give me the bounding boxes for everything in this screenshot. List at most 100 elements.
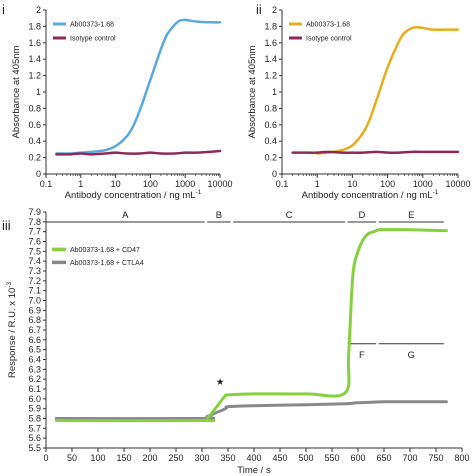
y-tick-label: 6.1 — [28, 384, 41, 394]
x-tick-label: 10000 — [207, 179, 232, 189]
x-tick-label: 10000 — [445, 179, 470, 189]
x-tick-label: 800 — [454, 453, 469, 463]
y-tick-label: 6.3 — [28, 364, 41, 374]
y-tick-label: 1.4 — [28, 54, 41, 64]
y-axis-title: Response / R.U. x 10-3 — [6, 282, 18, 378]
legend-label: Ab00373-1.68 — [306, 22, 350, 29]
y-tick-label: 5.6 — [28, 433, 41, 443]
chart-panel-ii: 0 0.2 0.4 0.6 0.8 1 1.2 1.4 1.6 1.8 2 0.1 1 10 100 1000… — [247, 5, 471, 201]
y-tick-label: 1.6 — [28, 38, 41, 48]
x-tick-label: 10 — [347, 179, 357, 189]
y-tick-label: 1 — [272, 87, 277, 97]
x-tick-label: 10 — [111, 179, 121, 189]
legend-label: Ab00373-1.68 — [70, 22, 114, 29]
x-tick-label: 750 — [428, 453, 443, 463]
y-tick-label: 1.2 — [264, 71, 277, 81]
phase-label-e: E — [408, 210, 414, 221]
y-axis-title: Absorbance at 405nm — [11, 45, 22, 138]
x-axis-title-text: Antibody concentration / ng mL — [302, 190, 433, 201]
y-tick-label: 7.8 — [28, 217, 41, 227]
y-tick-label: 0.6 — [264, 120, 277, 130]
y-tick-label: 7.7 — [28, 227, 41, 237]
y-tick-label: 7.6 — [28, 237, 41, 247]
series-line-antibody — [315, 25, 460, 155]
x-tick-label: 250 — [168, 453, 183, 463]
y-axis-title-superscript: -3 — [6, 282, 13, 288]
phase-label-f: F — [359, 350, 365, 361]
x-axis-title: Antibody concentration / ng mL-1 — [65, 189, 202, 201]
y-tick-label: 5.8 — [28, 414, 41, 424]
series-line-isotype-control — [291, 150, 460, 155]
y-tick-label: 1.8 — [264, 21, 277, 31]
chart-panel-iii: 5.55.65.75.85.96.06.16.26.36.46.56.66.76… — [6, 207, 470, 476]
x-tick-label: 50 — [67, 453, 77, 463]
x-tick-label: 150 — [116, 453, 131, 463]
x-tick-label: 0.1 — [276, 179, 289, 189]
phase-label-g: G — [408, 350, 415, 361]
y-tick-label: 0.2 — [264, 153, 277, 163]
chart-panel-i: 0 0.2 0.4 0.6 0.8 1 1.2 1.4 1.6 1.8 2 0.1 1 10 100 1000… — [11, 5, 233, 201]
injection-star-marker: ★ — [216, 377, 225, 388]
y-tick-label: 7.2 — [28, 276, 41, 286]
x-tick-label: 450 — [272, 453, 287, 463]
x-tick-label: 400 — [246, 453, 261, 463]
phase-label-a: A — [122, 210, 129, 221]
y-tick-label: 0.2 — [28, 153, 41, 163]
y-tick-label: 7.3 — [28, 266, 41, 276]
y-tick-label: 0 — [272, 169, 277, 179]
y-tick-label: 1.4 — [264, 54, 277, 64]
y-tick-label: 0.8 — [28, 103, 41, 113]
y-tick-label: 6.7 — [28, 325, 41, 335]
y-tick-label: 0.4 — [28, 136, 41, 146]
series-line-antibody — [55, 18, 222, 155]
y-tick-label: 5.7 — [28, 423, 41, 433]
y-tick-label: 1.8 — [28, 21, 41, 31]
y-tick-label: 7.9 — [28, 207, 41, 217]
x-tick-label: 700 — [402, 453, 417, 463]
y-tick-label: 7.0 — [28, 296, 41, 306]
x-tick-label: 350 — [220, 453, 235, 463]
y-axis-title-text: Response / R.U. x 10 — [7, 288, 18, 378]
y-tick-label: 7.1 — [28, 286, 41, 296]
x-tick-label: 100 — [380, 179, 395, 189]
x-tick-label: 600 — [350, 453, 365, 463]
x-tick-label: 100 — [90, 453, 105, 463]
y-tick-label: 5.9 — [28, 404, 41, 414]
x-tick-label: 100 — [143, 179, 158, 189]
x-tick-label: 1 — [315, 179, 320, 189]
legend-label: Isotype control — [70, 36, 116, 43]
y-tick-label: 1.6 — [264, 38, 277, 48]
y-tick-label: 0.8 — [264, 103, 277, 113]
series-line-ctla4 — [54, 400, 448, 421]
phase-label-d: D — [358, 210, 365, 221]
y-tick-label: 0.6 — [28, 120, 41, 130]
y-tick-label: 7.5 — [28, 246, 41, 256]
y-tick-label: 6.4 — [28, 355, 41, 365]
series-line-isotype-control — [55, 149, 222, 156]
panel-tag-ii: ii — [256, 2, 262, 17]
y-tick-label: 5.5 — [28, 443, 41, 453]
y-tick-label: 1.2 — [28, 71, 41, 81]
legend-label: Isotype control — [306, 36, 352, 43]
phase-label-c: C — [286, 210, 293, 221]
x-tick-label: 500 — [298, 453, 313, 463]
y-tick-label: 2 — [272, 5, 277, 15]
x-axis-title-superscript: -1 — [196, 189, 202, 196]
y-tick-label: 1 — [36, 87, 41, 97]
x-tick-label: 0.1 — [40, 179, 53, 189]
x-tick-label: 1 — [78, 179, 83, 189]
x-axis-title-superscript: -1 — [433, 189, 439, 196]
x-tick-label: 1000 — [413, 179, 433, 189]
series-line-cd47 — [54, 228, 448, 423]
x-tick-label: 550 — [324, 453, 339, 463]
y-tick-label: 6.0 — [28, 394, 41, 404]
y-tick-label: 6.2 — [28, 374, 41, 384]
y-tick-label: 0.4 — [264, 136, 277, 146]
x-tick-label: 300 — [194, 453, 209, 463]
y-tick-label: 6.5 — [28, 345, 41, 355]
x-tick-label: 200 — [142, 453, 157, 463]
legend-label: Ab00373-1.68 + CD47 — [70, 247, 140, 254]
y-tick-label: 7.4 — [28, 256, 41, 266]
y-tick-label: 6.8 — [28, 315, 41, 325]
